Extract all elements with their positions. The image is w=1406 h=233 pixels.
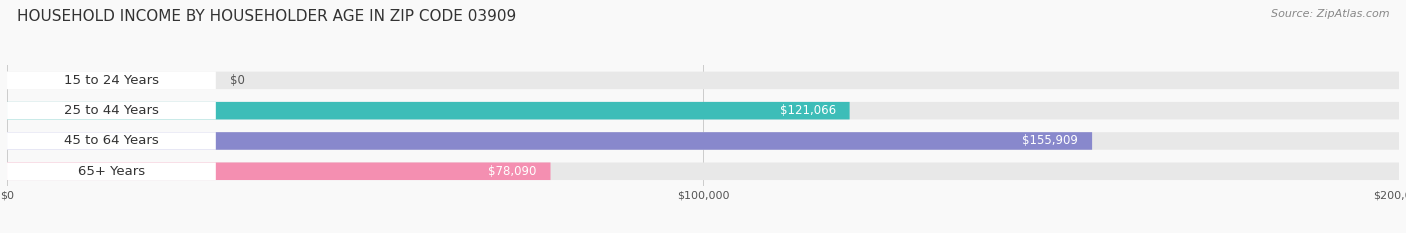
Text: 65+ Years: 65+ Years xyxy=(77,165,145,178)
FancyBboxPatch shape xyxy=(7,162,217,180)
FancyBboxPatch shape xyxy=(7,102,1399,120)
Text: $121,066: $121,066 xyxy=(779,104,835,117)
FancyBboxPatch shape xyxy=(7,132,217,150)
Text: $0: $0 xyxy=(229,74,245,87)
Text: HOUSEHOLD INCOME BY HOUSEHOLDER AGE IN ZIP CODE 03909: HOUSEHOLD INCOME BY HOUSEHOLDER AGE IN Z… xyxy=(17,9,516,24)
Text: $78,090: $78,090 xyxy=(488,165,537,178)
Text: 45 to 64 Years: 45 to 64 Years xyxy=(65,134,159,147)
FancyBboxPatch shape xyxy=(7,132,1092,150)
FancyBboxPatch shape xyxy=(7,102,849,120)
Text: 25 to 44 Years: 25 to 44 Years xyxy=(65,104,159,117)
Text: $155,909: $155,909 xyxy=(1022,134,1078,147)
FancyBboxPatch shape xyxy=(7,162,551,180)
FancyBboxPatch shape xyxy=(7,72,1399,89)
FancyBboxPatch shape xyxy=(7,162,1399,180)
Text: Source: ZipAtlas.com: Source: ZipAtlas.com xyxy=(1271,9,1389,19)
Text: 15 to 24 Years: 15 to 24 Years xyxy=(63,74,159,87)
FancyBboxPatch shape xyxy=(7,102,217,120)
FancyBboxPatch shape xyxy=(7,72,217,89)
FancyBboxPatch shape xyxy=(7,132,1399,150)
